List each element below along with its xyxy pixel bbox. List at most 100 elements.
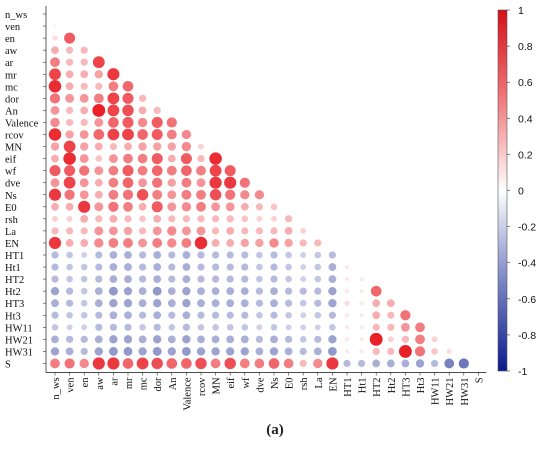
row-label-rsh: rsh (5, 215, 19, 226)
cell-hw11-ht1 (359, 325, 364, 330)
cell-hw11-ar (109, 323, 118, 331)
cell-s-dor (151, 357, 163, 370)
cell-mn-aw (94, 142, 103, 151)
cell-dve-ar (108, 177, 119, 188)
cell-ht2-wf (240, 287, 249, 296)
cell-s-ht2 (386, 359, 395, 368)
cell-valence-an (166, 117, 177, 128)
cell-ht3-en (80, 311, 88, 319)
cell-en-dor (152, 238, 163, 248)
cell-mn-valence (181, 141, 192, 152)
col-label-ht2: HT2 (372, 377, 383, 396)
cell-ht1-ven (66, 263, 73, 271)
cell-rcov-dor (151, 128, 163, 141)
cell-hw11-ns (270, 324, 278, 331)
cell-ht3-mn (211, 299, 220, 308)
cell-ht1-eif (226, 251, 234, 259)
cell-ht3-eif (226, 311, 234, 319)
cell-ht3-e0 (285, 311, 292, 319)
cell-s-mc (136, 357, 149, 370)
cell-mn-ar (109, 142, 118, 151)
cell-an-ar (107, 104, 120, 117)
cell-e0-an (167, 202, 177, 212)
cell-hw31-rcov (196, 347, 206, 356)
cell-e0-aw (94, 202, 104, 212)
cell-aw-en (80, 46, 88, 54)
cell-e0-wf (240, 202, 249, 211)
colorbar: 1 0.8 0.6 0.4 0.2 0 -0.2 -0.4 -0.6 -0.8 -1 (497, 5, 536, 378)
cell-ns-wf (240, 190, 250, 200)
cell-hw31-hw21 (446, 348, 452, 354)
col-label-hw31: HW31 (460, 377, 471, 405)
cell-mn-an (167, 142, 176, 151)
cell-ns-dor (152, 189, 163, 200)
col-label-ht1: HT1 (343, 377, 354, 396)
col-label-ar: ar (109, 377, 120, 386)
colorbar-gradient (497, 9, 508, 372)
cell-hw11-ven (66, 324, 73, 331)
cell-mc-ar (108, 81, 119, 92)
cell-ht2-ven (65, 287, 74, 295)
cell-ht1-dve (256, 251, 263, 259)
cell-wf-ven (64, 165, 76, 177)
cell-ht2-en (328, 286, 337, 296)
cell-ht1-ar (109, 251, 118, 259)
row-label-mn: MN (5, 143, 22, 154)
row-label-hw31: HW31 (5, 347, 33, 358)
cell-rsh-ns (271, 215, 277, 222)
cell-ht3-mn (211, 311, 220, 319)
cell-valence-n_ws (50, 117, 60, 128)
row-label-ht3: HT3 (5, 299, 24, 310)
cell-mn-n_ws (50, 142, 60, 151)
cell-rsh-n_ws (52, 215, 58, 222)
cell-rsh-mr (124, 215, 132, 223)
col-label-ven: ven (66, 377, 77, 393)
row-label-la: La (5, 227, 16, 238)
cell-ht2-ht1 (359, 277, 364, 282)
cell-hw21-valence (182, 335, 191, 344)
cell-ht3-ns (270, 299, 278, 308)
cell-dor-ven (65, 93, 75, 103)
cell-ht2-n_ws (51, 275, 59, 283)
cell-ht2-e0 (285, 275, 292, 283)
cell-hw31-en (327, 346, 337, 356)
col-label-ht2: Ht2 (387, 377, 398, 393)
cell-mc-mr (122, 80, 134, 92)
cell-s-hw31 (458, 358, 469, 369)
col-label-e0: E0 (285, 377, 296, 389)
cell-hw21-dve (255, 335, 264, 343)
cell-mr-ven (65, 70, 74, 79)
row-label-s: S (5, 359, 11, 370)
cell-s-ht2 (372, 359, 381, 368)
cell-hw11-mc (139, 324, 146, 331)
row-label-eif: eif (5, 155, 17, 166)
cell-wf-aw (94, 166, 104, 176)
cell-hw11-en (81, 324, 88, 331)
cell-dve-mn (209, 176, 222, 189)
cell-ht1-mc (138, 251, 147, 259)
cell-hw21-rsh (299, 336, 307, 343)
row-label-ht2: Ht2 (5, 287, 21, 298)
cell-en-ns (269, 238, 279, 248)
cell-la-mr (123, 226, 133, 236)
cell-s-rcov (195, 357, 207, 370)
cell-hw11-ht1 (344, 325, 350, 330)
cell-ht2-ht1 (344, 277, 350, 282)
col-label-rsh: rsh (299, 377, 310, 391)
cell-s-ht3 (401, 359, 410, 368)
cell-hw21-ht3 (401, 335, 410, 343)
cell-e0-en (78, 200, 91, 213)
row-label-dor: dor (5, 94, 20, 105)
cell-ht1-dor (153, 263, 162, 271)
cell-ht2-en (80, 287, 88, 295)
cell-rsh-dor (153, 214, 162, 223)
cell-ht1-ar (109, 263, 118, 271)
cell-ht1-mr (124, 251, 132, 259)
cell-ht3-aw (95, 311, 103, 319)
cell-hw21-dor (153, 335, 162, 344)
cell-ht3-ht1 (359, 313, 364, 318)
cell-ht3-dor (153, 299, 162, 308)
cell-la-dve (255, 227, 264, 235)
cell-e0-dve (255, 203, 264, 211)
